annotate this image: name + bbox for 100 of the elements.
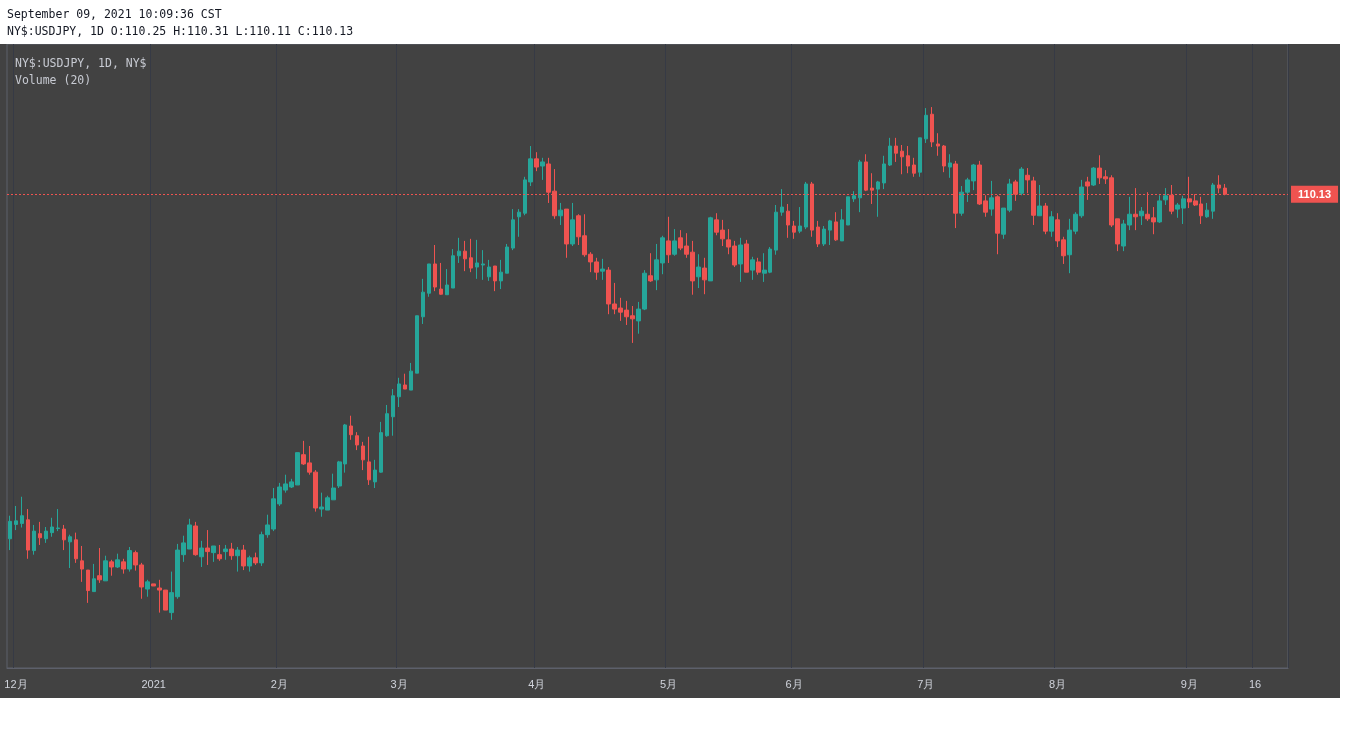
candlestick xyxy=(92,563,96,593)
candlestick xyxy=(361,441,365,471)
candlestick xyxy=(409,362,413,391)
candlestick xyxy=(32,524,36,556)
candlestick xyxy=(702,257,707,295)
candlestick xyxy=(38,521,42,546)
candlestick xyxy=(499,259,503,290)
candlestick xyxy=(109,559,114,577)
x-tick-label: 16 xyxy=(1248,677,1262,690)
candlestick xyxy=(1019,166,1024,196)
candlestick xyxy=(936,132,940,157)
candlestick xyxy=(750,256,755,281)
candlestick xyxy=(511,208,515,251)
candlestick xyxy=(858,159,862,213)
x-tick-label: 2021 xyxy=(141,677,166,690)
candlestick xyxy=(1091,166,1096,187)
candlestick xyxy=(534,151,539,172)
candlestick xyxy=(97,547,102,584)
candlestick xyxy=(558,202,563,226)
candlestick xyxy=(86,569,90,604)
candlestick xyxy=(786,203,790,239)
candlestick xyxy=(840,208,844,242)
x-tick-label: 5月 xyxy=(659,677,678,690)
candlestick xyxy=(205,529,210,566)
candlestick xyxy=(397,377,401,408)
candlestick xyxy=(517,208,521,238)
x-tick-label: 3月 xyxy=(390,677,408,690)
candlestick xyxy=(906,145,910,174)
candlestick xyxy=(882,155,886,190)
candlestick xyxy=(570,202,575,247)
candlestick xyxy=(816,220,820,248)
candlestick xyxy=(115,553,120,569)
candlestick xyxy=(373,459,377,489)
candlestick xyxy=(780,188,784,217)
candlestick xyxy=(1043,202,1048,235)
candlestick xyxy=(463,240,467,272)
candlestick xyxy=(247,555,252,573)
candlestick xyxy=(145,579,150,598)
candlestick xyxy=(151,583,156,587)
candlestick xyxy=(211,545,216,563)
candlestick xyxy=(223,544,228,561)
candlestick xyxy=(391,388,395,437)
candlestick xyxy=(924,107,928,144)
candlestick xyxy=(804,181,808,230)
candlestick xyxy=(403,373,407,390)
x-tick-label: 7月 xyxy=(917,677,935,690)
candlestick xyxy=(822,225,826,247)
candlestick xyxy=(852,190,856,203)
candlestick xyxy=(121,558,126,575)
candlestick xyxy=(1037,184,1042,217)
candlestick xyxy=(864,153,868,192)
candlestick xyxy=(253,552,258,566)
candlestick xyxy=(20,496,24,529)
candlestick xyxy=(756,257,761,276)
candlestick xyxy=(708,216,713,282)
candlestick xyxy=(14,505,18,531)
candlestick xyxy=(666,216,671,264)
candlestick xyxy=(930,106,934,148)
candlestick xyxy=(487,259,491,282)
candlestick xyxy=(193,521,198,557)
candlestick xyxy=(229,542,234,561)
text: NY$:USDJPY, 1D, NY$ xyxy=(15,55,147,72)
candlestick xyxy=(241,544,246,571)
candlestick xyxy=(493,265,497,292)
candlestick xyxy=(792,220,796,240)
candlestick xyxy=(1139,206,1144,226)
candlestick xyxy=(44,526,48,544)
candlestick xyxy=(744,239,749,273)
candlestick xyxy=(912,157,916,178)
candlestick xyxy=(80,545,84,583)
candlestick xyxy=(738,237,743,283)
x-tick-label: 8月 xyxy=(1048,677,1067,690)
candlestick xyxy=(26,508,30,560)
candlestick xyxy=(217,544,222,562)
candlestick xyxy=(481,249,485,281)
candlestick xyxy=(445,268,449,296)
candlestick xyxy=(798,206,802,234)
candlestick xyxy=(540,157,545,181)
candlestick xyxy=(505,243,509,274)
candlestick xyxy=(942,144,946,173)
candlestick xyxy=(8,515,12,551)
candlestick xyxy=(948,153,952,179)
candlestick xyxy=(876,180,880,218)
text: 110.13 xyxy=(1298,188,1332,201)
candlestick xyxy=(349,415,353,441)
candlestick xyxy=(888,137,892,167)
candlestick xyxy=(355,431,359,451)
candlestick xyxy=(648,252,653,283)
candlestick xyxy=(564,208,569,259)
candlestick xyxy=(50,517,54,538)
candlestick xyxy=(918,137,922,178)
candlestick xyxy=(469,238,473,273)
candlestick xyxy=(475,239,479,280)
candlestick xyxy=(74,532,78,564)
x-tick-label: 9月 xyxy=(1180,677,1198,690)
candlestick xyxy=(989,180,994,217)
candlestick xyxy=(1049,210,1054,238)
candlestick xyxy=(379,421,383,474)
candlestick xyxy=(457,237,461,264)
candlestick xyxy=(894,137,898,163)
